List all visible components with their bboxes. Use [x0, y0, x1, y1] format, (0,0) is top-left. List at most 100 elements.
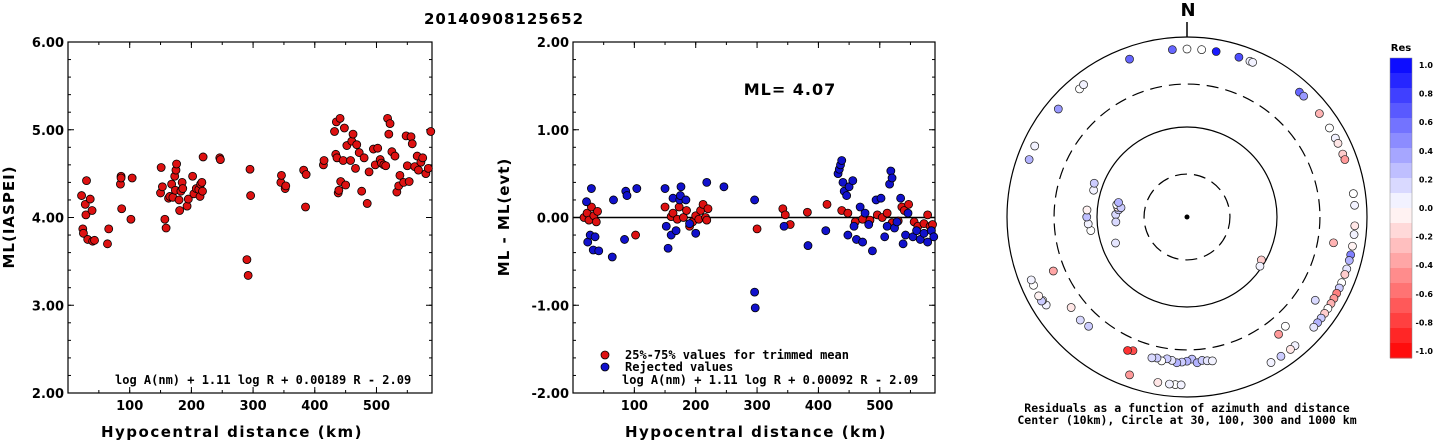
- panel2-point-rejected: [864, 220, 874, 229]
- panel2-point-trimmed: [923, 210, 933, 220]
- panel1-point: [156, 163, 166, 172]
- panel1-point: [390, 151, 400, 161]
- panel1-point: [362, 199, 372, 208]
- polar-station-point: [1123, 346, 1132, 355]
- polar-station-point: [1309, 322, 1319, 332]
- legend-marker-trimmed: [600, 350, 610, 360]
- panel2-point-trimmed: [591, 217, 601, 227]
- panel1-point: [161, 223, 171, 233]
- colorbar-cell: [1390, 163, 1412, 179]
- colorbar-title: Res: [1391, 43, 1411, 54]
- panel2-point-rejected: [750, 195, 760, 205]
- polar-caption-line2: Center (10km), Circle at 30, 100, 300 an…: [1017, 413, 1356, 427]
- panel2-point-trimmed: [904, 199, 914, 209]
- panel2-point-trimmed: [702, 215, 712, 225]
- polar-station-point: [1125, 54, 1134, 64]
- colorbar-cell: [1390, 238, 1412, 254]
- panel2-point-rejected: [876, 193, 886, 203]
- panel2-point-rejected: [896, 193, 906, 203]
- colorbar-cell: [1390, 343, 1412, 359]
- panel1-point: [335, 113, 345, 123]
- colorbar-cell: [1390, 103, 1412, 119]
- north-label: N: [1180, 0, 1195, 21]
- panel1-point: [79, 228, 88, 238]
- panel2-point-rejected: [609, 195, 618, 205]
- panel2-point-rejected: [860, 208, 870, 218]
- panel1-ylabel: ML(IASPEI): [0, 165, 18, 268]
- colorbar-cell: [1390, 313, 1412, 329]
- panel1-point: [215, 155, 225, 164]
- polar-station-point: [1168, 45, 1177, 54]
- polar-station-point: [1248, 58, 1257, 67]
- polar-station-point: [1349, 230, 1359, 239]
- panel2-point-rejected: [803, 241, 813, 250]
- colorbar-tick-label: 0.2: [1419, 175, 1433, 184]
- polar-ring: [1143, 173, 1231, 261]
- panel2-point-rejected: [821, 226, 831, 236]
- panel1-point: [395, 170, 405, 180]
- panel1-point: [127, 173, 137, 183]
- panel2-point-rejected: [855, 202, 865, 212]
- colorbar-cell: [1390, 283, 1412, 299]
- polar-station-point: [1310, 295, 1320, 305]
- panel2-point-trimmed: [660, 202, 670, 212]
- panel1-point: [348, 129, 358, 139]
- panel2-point-trimmed: [822, 199, 832, 209]
- panel2-ytick-label: -1.00: [532, 299, 569, 314]
- polar-station-point: [1325, 123, 1334, 133]
- polar-station-point: [1026, 275, 1036, 285]
- panel2-point-rejected: [912, 226, 921, 236]
- panel1-point: [352, 140, 362, 150]
- colorbar-cell: [1390, 208, 1412, 224]
- panel1-point: [404, 177, 414, 186]
- polar-station-point: [1274, 329, 1283, 339]
- colorbar-tick-label: 0.8: [1419, 90, 1434, 99]
- panel2-point-rejected: [676, 182, 686, 192]
- panel2-point-rejected: [750, 303, 760, 313]
- panel1-point: [160, 214, 170, 224]
- panel2-point-trimmed: [593, 206, 602, 216]
- panel1-point: [346, 156, 355, 165]
- polar-station-point: [1075, 315, 1085, 325]
- panel2-point-rejected: [594, 246, 604, 256]
- colorbar-tick-label: 0.0: [1419, 204, 1434, 213]
- panel2-point-rejected: [838, 177, 848, 187]
- panel2-ytick-label: 1.00: [537, 124, 569, 139]
- panel2-point-rejected: [622, 191, 632, 200]
- colorbar-cell: [1390, 133, 1412, 149]
- panel1-point: [418, 153, 428, 163]
- panel2-point-rejected: [582, 197, 591, 207]
- colorbar-tick-label: -0.8: [1416, 318, 1434, 327]
- panel2-point-rejected: [671, 226, 681, 236]
- polar-station-point: [1114, 198, 1123, 207]
- polar-station-point: [1079, 80, 1088, 89]
- panel1-point: [423, 163, 433, 173]
- panel1-point: [85, 194, 95, 204]
- panel1-plot-frame: [67, 41, 433, 394]
- polar-ring: [1053, 83, 1321, 351]
- colorbar-tick-label: -0.6: [1416, 290, 1434, 299]
- panel2-point-trimmed: [802, 207, 812, 217]
- polar-station-point: [1024, 155, 1034, 164]
- panel2-point-rejected: [719, 182, 729, 192]
- panel2-point-trimmed: [780, 210, 790, 220]
- panel2-point-rejected: [681, 195, 691, 205]
- panel2-point-rejected: [898, 239, 908, 249]
- panel1-point: [385, 119, 395, 129]
- panel1-point: [301, 202, 310, 212]
- figure-title: 20140908125652: [424, 10, 584, 28]
- polar-station-point: [1048, 266, 1058, 276]
- panel2-point-rejected: [887, 173, 897, 183]
- panel2-point-rejected: [607, 252, 617, 262]
- panel2-point-rejected: [702, 177, 712, 187]
- colorbar-tick-label: 0.4: [1419, 147, 1434, 156]
- panel2-point-rejected: [691, 228, 701, 238]
- panel1-ytick-label: 6.00: [32, 36, 64, 51]
- panel2-point-rejected: [849, 221, 859, 231]
- colorbar-cell: [1390, 193, 1412, 209]
- polar-station-point: [1344, 256, 1354, 265]
- panel2-xlabel: Hypocentral distance (km): [625, 423, 887, 441]
- polar-station-point: [1281, 321, 1290, 331]
- panel1-xtick-label: 500: [363, 399, 390, 414]
